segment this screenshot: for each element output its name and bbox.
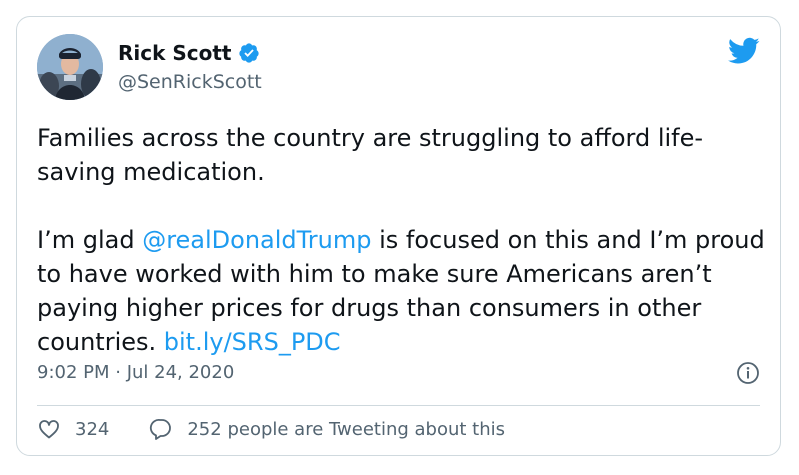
timestamp[interactable]: 9:02 PM · Jul 24, 2020 [37, 362, 235, 383]
author-handle[interactable]: @SenRickScott [118, 71, 262, 93]
tweet-text-segment: is focused on this and I’m proud to have… [37, 226, 773, 356]
divider [37, 405, 760, 406]
avatar[interactable] [37, 34, 103, 100]
like-button[interactable]: 324 [37, 417, 109, 441]
tweet-text: Families across the country are struggli… [37, 121, 767, 359]
tweet-card[interactable]: Rick Scott @SenRickScott Families across… [16, 16, 781, 456]
info-icon[interactable] [736, 361, 760, 385]
tweet-paragraph-1: Families across the country are struggli… [37, 124, 704, 186]
conversation-button[interactable]: 252 people are Tweeting about this [149, 417, 505, 441]
mention-link[interactable]: @realDonaldTrump [142, 226, 372, 254]
action-bar: 324 252 people are Tweeting about this [37, 417, 505, 441]
speech-bubble-icon [150, 419, 172, 440]
url-link[interactable]: bit.ly/SRS_PDC [163, 328, 341, 356]
tweet-text-segment: I’m glad [37, 226, 143, 254]
conversation-label: 252 people are Tweeting about this [187, 418, 506, 440]
twitter-bird-icon[interactable] [728, 37, 760, 65]
like-count: 324 [75, 418, 110, 440]
verified-badge-icon [238, 42, 260, 64]
author-name[interactable]: Rick Scott [118, 41, 232, 65]
author-row: Rick Scott [118, 41, 260, 65]
heart-icon [39, 420, 59, 439]
